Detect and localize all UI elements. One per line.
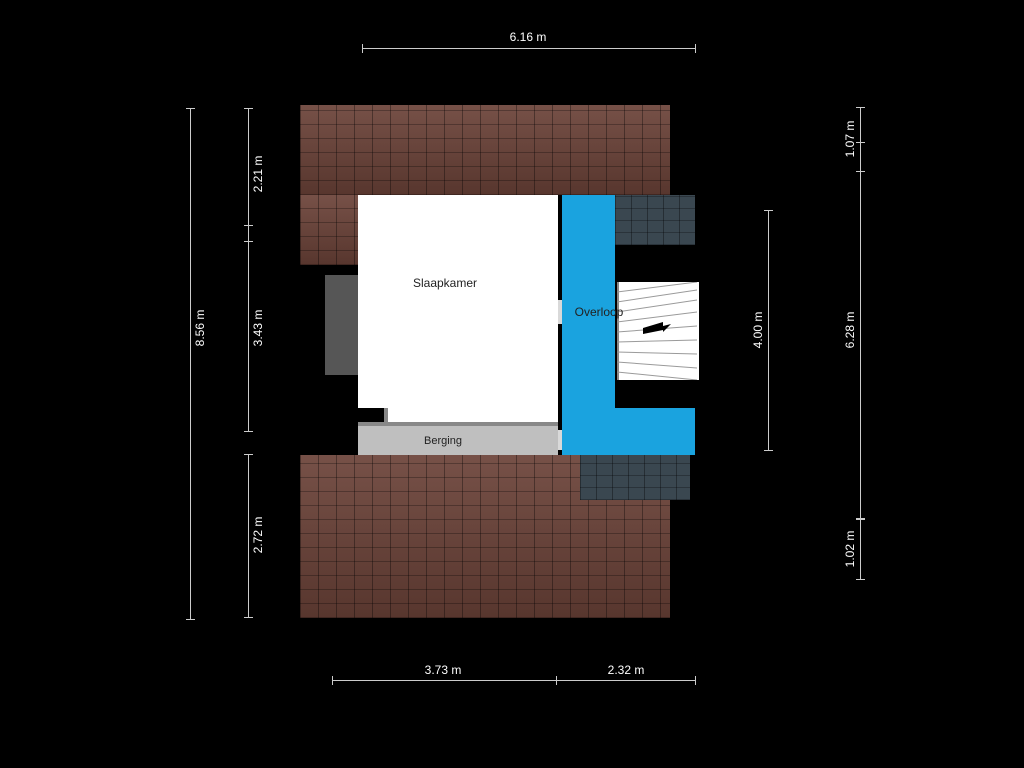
dim-label-left-3_43: 3.43 m bbox=[249, 306, 267, 351]
dim-tick-bot-2_32 bbox=[556, 676, 557, 685]
dim-label-left-2_21: 2.21 m bbox=[249, 152, 267, 197]
dim-label-left-8_56: 8.56 m bbox=[191, 306, 209, 351]
dim-tick-right-4_00 bbox=[764, 210, 773, 211]
dim-label-right-1_02: 1.02 m bbox=[841, 527, 859, 572]
label-slaapkamer: Slaapkamer bbox=[413, 276, 477, 290]
dim-tick-bot-3_73 bbox=[332, 676, 333, 685]
dim-line-top-6_16 bbox=[362, 48, 695, 49]
roof-left bbox=[300, 195, 358, 265]
dim-tick-bot-2_32 bbox=[695, 676, 696, 685]
dim-tick-right-1_07 bbox=[856, 107, 865, 108]
dim-tick-right-1_02 bbox=[856, 518, 865, 519]
dim-label-right-6_28: 6.28 m bbox=[841, 308, 859, 353]
dim-tick-right-6_28 bbox=[856, 142, 865, 143]
roof-dark-upper bbox=[615, 195, 695, 245]
dim-line-right-6_28 bbox=[860, 142, 861, 519]
dim-tick-top-6_16 bbox=[695, 44, 696, 53]
dim-tick-left-8_56 bbox=[186, 108, 195, 109]
window-slaapkamer bbox=[325, 275, 358, 375]
dim-tick-right-4_00 bbox=[764, 450, 773, 451]
floor-plan-canvas: { "diagram": { "type": "floor-plan", "un… bbox=[0, 0, 1024, 768]
door-gap-2 bbox=[558, 430, 562, 450]
label-berging: Berging bbox=[424, 435, 462, 447]
dim-tick-left-3_43 bbox=[244, 431, 253, 432]
room-overloop-b bbox=[615, 408, 695, 455]
wall-berging-left bbox=[384, 408, 388, 422]
dim-label-bot-2_32: 2.32 m bbox=[604, 661, 649, 679]
dim-tick-top-6_16 bbox=[362, 44, 363, 53]
room-overloop-a bbox=[562, 195, 615, 455]
dim-line-bot-3_73 bbox=[332, 680, 556, 681]
roof-top bbox=[300, 105, 670, 195]
dim-line-bot-2_32 bbox=[556, 680, 695, 681]
door-gap-1 bbox=[558, 300, 562, 324]
dim-label-right-4_00: 4.00 m bbox=[749, 308, 767, 353]
stair-treads bbox=[617, 282, 697, 380]
dim-line-left-8_56 bbox=[190, 108, 191, 619]
dim-line-right-4_00 bbox=[768, 210, 769, 450]
dim-label-right-1_07: 1.07 m bbox=[841, 117, 859, 162]
dim-tick-left-2_21 bbox=[244, 108, 253, 109]
dim-label-bot-3_73: 3.73 m bbox=[421, 661, 466, 679]
dim-line-right-1_02 bbox=[860, 518, 861, 579]
dim-tick-left-8_56 bbox=[186, 619, 195, 620]
dim-tick-right-1_02 bbox=[856, 579, 865, 580]
room-slaapkamer-a bbox=[358, 195, 558, 408]
roof-dark-lower bbox=[580, 455, 690, 500]
dim-label-left-2_72: 2.72 m bbox=[249, 513, 267, 558]
wall-berging-top bbox=[358, 422, 558, 426]
dim-tick-left-3_43 bbox=[244, 225, 253, 226]
dim-tick-left-2_72 bbox=[244, 617, 253, 618]
dim-tick-left-2_72 bbox=[244, 454, 253, 455]
room-slaapkamer-b bbox=[388, 408, 558, 422]
dim-label-top-6_16: 6.16 m bbox=[506, 28, 551, 46]
label-overloop: Overloop bbox=[575, 305, 624, 319]
